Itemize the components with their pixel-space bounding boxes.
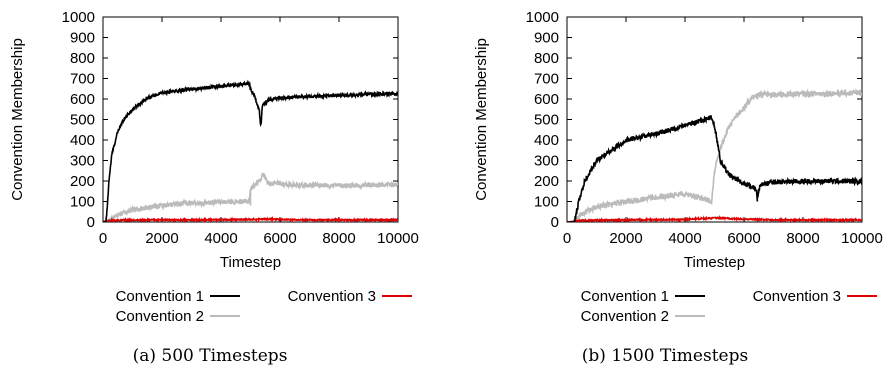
y-tick-label: 100 (70, 194, 95, 211)
y-tick-label: 300 (70, 153, 95, 170)
y-tick-label: 1000 (62, 9, 95, 26)
y-tick-label: 500 (534, 112, 559, 129)
x-axis-label: Timestep (684, 254, 745, 271)
series-line-3 (567, 214, 862, 222)
legend-label: Convention 2 (581, 308, 669, 325)
x-tick-label: 0 (563, 230, 571, 247)
y-tick-label: 900 (534, 30, 559, 47)
y-tick-label: 400 (70, 132, 95, 149)
y-axis-label: Convention Membership (473, 38, 490, 201)
legend-label: Convention 2 (116, 308, 204, 325)
plot-frame (566, 16, 863, 223)
y-tick-label: 100 (534, 194, 559, 211)
y-tick-label: 800 (534, 50, 559, 67)
legend-label: Convention 3 (288, 288, 376, 305)
x-tick-label: 10000 (377, 230, 419, 247)
series-line-1 (567, 115, 862, 222)
x-tick-label: 10000 (841, 230, 883, 247)
x-tick-label: 6000 (727, 230, 760, 247)
x-tick-label: 2000 (609, 230, 642, 247)
y-tick-label: 300 (534, 153, 559, 170)
x-tick-label: 4000 (668, 230, 701, 247)
y-tick-label: 200 (70, 173, 95, 190)
x-tick-label: 2000 (145, 230, 178, 247)
x-tick-label: 0 (99, 230, 107, 247)
y-tick-label: 0 (551, 214, 559, 231)
subfigure-caption: (a) 500 Timesteps (133, 346, 288, 366)
y-tick-label: 600 (70, 91, 95, 108)
subfigure-caption: (b) 1500 Timesteps (582, 346, 748, 366)
x-tick-label: 8000 (786, 230, 819, 247)
y-tick-label: 900 (70, 30, 95, 47)
y-tick-label: 200 (534, 173, 559, 190)
y-tick-label: 600 (534, 91, 559, 108)
y-axis-label: Convention Membership (9, 38, 26, 201)
y-tick-label: 800 (70, 50, 95, 67)
y-tick-label: 0 (87, 214, 95, 231)
x-tick-label: 6000 (263, 230, 296, 247)
y-tick-label: 700 (534, 71, 559, 88)
series-line-2 (567, 88, 862, 222)
legend-label: Convention 3 (753, 288, 841, 305)
y-tick-label: 500 (70, 112, 95, 129)
x-tick-label: 8000 (322, 230, 355, 247)
y-tick-label: 400 (534, 132, 559, 149)
series-line-3 (103, 215, 398, 222)
legend-label: Convention 1 (116, 288, 204, 305)
x-axis-label: Timestep (220, 254, 281, 271)
y-tick-label: 1000 (526, 9, 559, 26)
x-tick-label: 4000 (204, 230, 237, 247)
y-tick-label: 700 (70, 71, 95, 88)
series-line-1 (103, 79, 398, 222)
legend-label: Convention 1 (581, 288, 669, 305)
